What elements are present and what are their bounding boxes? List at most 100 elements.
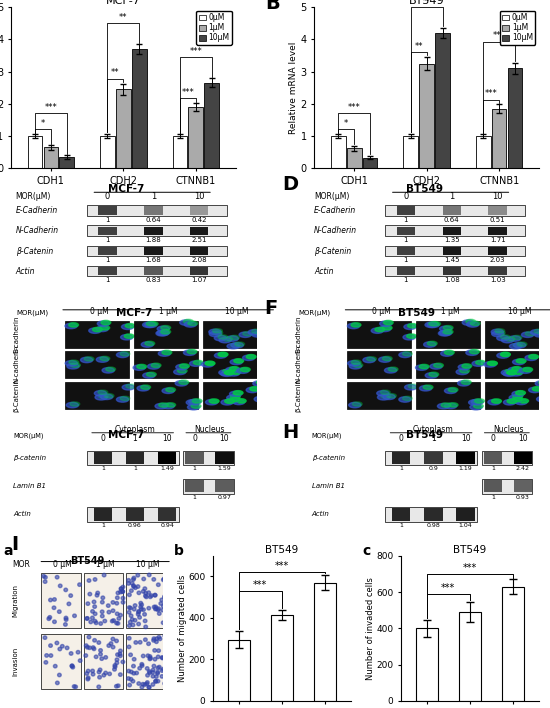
- FancyBboxPatch shape: [65, 382, 129, 409]
- Text: N-Cadherin: N-Cadherin: [15, 227, 59, 235]
- Bar: [435, 33, 450, 169]
- Circle shape: [118, 652, 122, 656]
- Circle shape: [236, 368, 249, 373]
- Bar: [271, 615, 293, 701]
- Circle shape: [94, 621, 98, 624]
- Bar: [59, 157, 74, 169]
- Circle shape: [517, 342, 527, 346]
- Text: B: B: [265, 0, 279, 13]
- Y-axis label: Relative mRNA level: Relative mRNA level: [289, 42, 298, 134]
- Text: 0: 0: [105, 192, 110, 201]
- Text: 10: 10: [194, 192, 205, 201]
- Bar: [132, 49, 147, 169]
- Circle shape: [466, 319, 476, 324]
- Text: 1 μM: 1 μM: [159, 307, 178, 316]
- Circle shape: [262, 370, 272, 374]
- Bar: [189, 107, 203, 169]
- Circle shape: [142, 608, 145, 612]
- Text: 0 μM: 0 μM: [90, 307, 109, 316]
- Text: 10: 10: [492, 192, 503, 201]
- FancyBboxPatch shape: [41, 634, 81, 690]
- Circle shape: [111, 609, 115, 612]
- Circle shape: [138, 616, 141, 619]
- Circle shape: [132, 672, 136, 675]
- Circle shape: [152, 637, 156, 641]
- Circle shape: [119, 587, 123, 590]
- Circle shape: [113, 663, 117, 667]
- Circle shape: [209, 329, 221, 335]
- Circle shape: [144, 594, 147, 598]
- Circle shape: [140, 603, 144, 607]
- FancyBboxPatch shape: [84, 634, 123, 690]
- Circle shape: [129, 678, 133, 681]
- Circle shape: [93, 639, 96, 642]
- Circle shape: [78, 659, 82, 663]
- Circle shape: [73, 614, 76, 617]
- Circle shape: [159, 403, 168, 407]
- Circle shape: [349, 363, 361, 369]
- Circle shape: [425, 322, 437, 328]
- Circle shape: [488, 399, 500, 405]
- FancyBboxPatch shape: [385, 205, 525, 216]
- FancyBboxPatch shape: [87, 205, 227, 216]
- Circle shape: [95, 391, 107, 396]
- FancyBboxPatch shape: [397, 267, 415, 275]
- Text: 1.45: 1.45: [444, 257, 459, 263]
- Circle shape: [540, 370, 550, 375]
- Circle shape: [95, 593, 99, 597]
- Circle shape: [472, 361, 484, 366]
- Circle shape: [404, 324, 416, 329]
- Circle shape: [129, 653, 133, 656]
- Circle shape: [102, 673, 106, 677]
- Circle shape: [146, 654, 150, 658]
- Text: ***: ***: [463, 563, 477, 573]
- Circle shape: [91, 616, 94, 620]
- Circle shape: [403, 396, 412, 401]
- Text: E-cadherin: E-cadherin: [296, 315, 302, 353]
- Text: Lamin B1: Lamin B1: [312, 483, 345, 489]
- Circle shape: [111, 620, 114, 623]
- Circle shape: [86, 678, 90, 681]
- FancyBboxPatch shape: [87, 246, 227, 256]
- Circle shape: [387, 394, 397, 398]
- Text: BT549: BT549: [406, 430, 443, 440]
- Circle shape: [70, 664, 74, 668]
- Text: 1: 1: [404, 278, 408, 283]
- Circle shape: [120, 334, 133, 340]
- FancyBboxPatch shape: [397, 227, 415, 235]
- Circle shape: [119, 590, 122, 594]
- Circle shape: [97, 641, 101, 644]
- Circle shape: [379, 357, 391, 362]
- Circle shape: [153, 593, 157, 597]
- Circle shape: [115, 658, 119, 661]
- Circle shape: [115, 639, 118, 643]
- FancyBboxPatch shape: [215, 480, 234, 493]
- Circle shape: [157, 583, 160, 586]
- FancyBboxPatch shape: [424, 508, 443, 521]
- Circle shape: [156, 655, 160, 658]
- FancyBboxPatch shape: [126, 508, 144, 521]
- FancyBboxPatch shape: [348, 382, 411, 409]
- FancyBboxPatch shape: [488, 246, 507, 255]
- FancyBboxPatch shape: [190, 227, 208, 235]
- Circle shape: [515, 391, 525, 395]
- Circle shape: [542, 402, 550, 407]
- Circle shape: [144, 620, 147, 622]
- FancyBboxPatch shape: [98, 206, 117, 215]
- Circle shape: [130, 581, 134, 585]
- Text: ***: ***: [441, 583, 455, 593]
- Circle shape: [221, 371, 233, 377]
- Circle shape: [142, 322, 155, 328]
- Circle shape: [141, 654, 145, 658]
- Text: I: I: [11, 535, 18, 554]
- Circle shape: [157, 607, 161, 610]
- Circle shape: [519, 399, 529, 403]
- Text: N-cadherin: N-cadherin: [296, 345, 302, 384]
- Text: BT549: BT549: [70, 556, 104, 566]
- FancyBboxPatch shape: [202, 321, 266, 348]
- Circle shape: [116, 622, 120, 625]
- Circle shape: [97, 685, 101, 689]
- Circle shape: [462, 364, 472, 368]
- Text: 1.35: 1.35: [444, 237, 460, 243]
- Circle shape: [503, 371, 515, 377]
